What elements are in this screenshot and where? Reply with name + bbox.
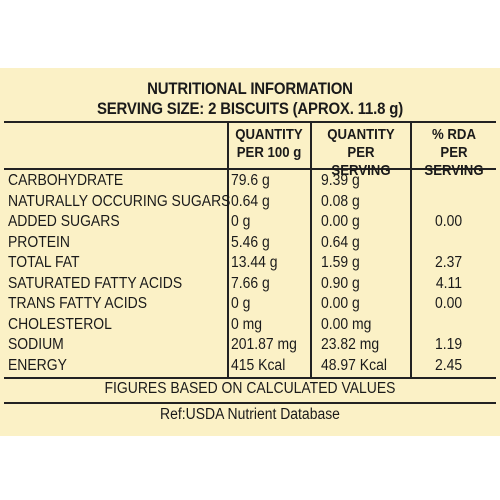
- nutrient-per-serving: 0.64 g: [321, 233, 360, 251]
- rule-top: [4, 121, 496, 123]
- nutrient-per-100g: 0 g: [231, 213, 251, 230]
- rule-footer-bottom: [4, 402, 496, 404]
- nutrient-per-100g: 7.66 g: [231, 274, 270, 292]
- nutrient-name: CHOLESTEROL: [8, 315, 112, 333]
- nutrient-name: NATURALLY OCCURING SUGARS: [8, 192, 231, 210]
- nutrient-rda: 0.00: [434, 295, 462, 312]
- nutrient-name: ADDED SUGARS: [8, 213, 120, 230]
- header-rda: % RDA PER SERVING: [424, 126, 484, 179]
- nutrient-per-serving: 1.59 g: [321, 254, 360, 271]
- nutrient-per-serving: 23.82 mg: [321, 336, 380, 353]
- nutrient-per-100g: 0 mg: [231, 315, 263, 333]
- nutrient-rda: 2.45: [434, 356, 462, 374]
- nutrient-name: PROTEIN: [8, 233, 71, 251]
- nutrient-per-100g: 79.6 g: [231, 172, 270, 189]
- nutrient-per-serving: 0.00 g: [321, 295, 360, 312]
- header-per-100g: QUANTITY PER 100 g: [235, 126, 303, 161]
- nutrient-rda: 4.11: [435, 274, 462, 292]
- nutrient-per-serving: 0.00 g: [321, 213, 360, 230]
- nutrient-per-100g: 13.44 g: [231, 254, 278, 271]
- nutrient-name: SATURATED FATTY ACIDS: [8, 274, 183, 292]
- rule-header-bottom: [4, 168, 496, 170]
- nutrient-per-serving: 48.97 Kcal: [321, 356, 387, 374]
- rule-table-bottom: [4, 377, 496, 379]
- nutrient-name: ENERGY: [8, 356, 67, 374]
- nutrient-rda: 2.37: [434, 254, 462, 271]
- reference-note: Ref:USDA Nutrient Database: [160, 406, 340, 423]
- nutrient-per-100g: 0 g: [231, 295, 251, 312]
- serving-size: SERVING SIZE: 2 BISCUITS (APROX. 11.8 g): [96, 99, 404, 118]
- header-per-serving: QUANTITY PER SERVING: [327, 126, 395, 179]
- nutrition-label-panel: [0, 68, 500, 436]
- column-divider-2: [310, 121, 312, 377]
- nutrient-per-serving: 0.00 mg: [321, 315, 372, 333]
- nutrient-name: CARBOHYDRATE: [8, 172, 124, 189]
- nutrient-rda: 0.00: [434, 213, 462, 230]
- nutrient-per-100g: 415 Kcal: [231, 356, 286, 374]
- nutrient-per-100g: 5.46 g: [231, 233, 270, 251]
- nutrient-per-100g: 201.87 mg: [231, 336, 297, 353]
- nutrient-name: SODIUM: [8, 336, 64, 353]
- column-divider-1: [227, 121, 229, 377]
- nutrient-per-serving: 0.08 g: [321, 192, 360, 210]
- footer-note: FIGURES BASED ON CALCULATED VALUES: [104, 380, 396, 397]
- nutrient-per-serving: 9.39 g: [321, 172, 360, 189]
- nutrient-rda: 1.19: [434, 336, 462, 353]
- column-divider-3: [410, 121, 412, 377]
- label-title: NUTRITIONAL INFORMATION: [147, 79, 353, 98]
- nutrient-name: TOTAL FAT: [8, 254, 80, 271]
- nutrient-name: TRANS FATTY ACIDS: [8, 295, 148, 312]
- nutrient-per-serving: 0.90 g: [321, 274, 360, 292]
- nutrient-per-100g: 0.64 g: [231, 192, 270, 210]
